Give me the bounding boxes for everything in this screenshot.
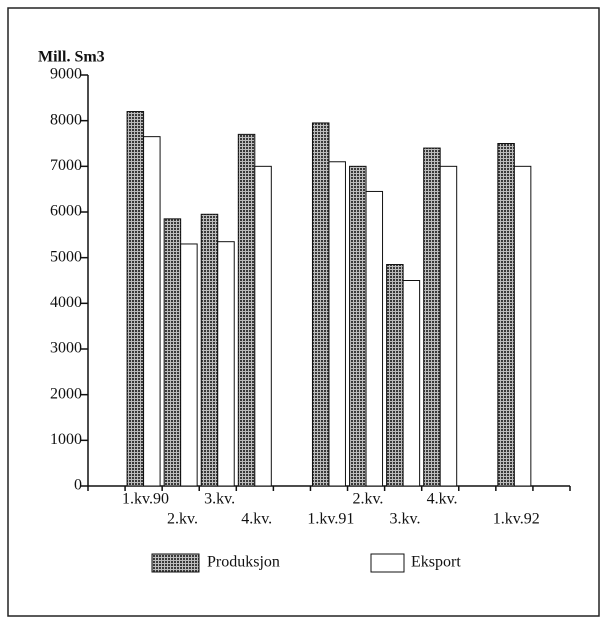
bar xyxy=(163,218,182,487)
x-tick-label: 2.kv. xyxy=(167,511,198,528)
y-tick-label: 0 xyxy=(74,477,82,494)
bar xyxy=(423,147,441,487)
legend-label: Produksjon xyxy=(207,554,280,571)
bar xyxy=(311,122,330,487)
x-tick-label: 1.kv.91 xyxy=(307,511,354,528)
y-tick-label: 7000 xyxy=(50,157,82,174)
x-tick-label: 1.kv.92 xyxy=(493,511,540,528)
bar xyxy=(126,111,145,487)
chart-title: Mill. Sm3 xyxy=(38,49,105,66)
bar xyxy=(217,241,235,487)
y-tick-label: 3000 xyxy=(50,340,82,357)
legend-swatch xyxy=(151,553,200,573)
legend-label: Eksport xyxy=(411,554,461,571)
x-tick-label: 3.kv. xyxy=(204,491,235,508)
legend-swatch xyxy=(370,553,405,573)
y-tick-label: 1000 xyxy=(50,431,82,448)
x-tick-label: 1.kv.90 xyxy=(122,491,169,508)
x-tick-label: 4.kv. xyxy=(427,491,458,508)
bar xyxy=(386,264,404,487)
bar xyxy=(237,133,256,487)
bar xyxy=(328,161,346,487)
y-tick-label: 6000 xyxy=(50,203,82,220)
x-tick-label: 2.kv. xyxy=(352,491,383,508)
x-tick-label: 4.kv. xyxy=(241,511,272,528)
bar xyxy=(180,243,198,487)
y-tick-label: 2000 xyxy=(50,385,82,402)
y-tick-label: 5000 xyxy=(50,248,82,265)
bar xyxy=(349,165,367,487)
bar xyxy=(513,165,532,487)
bar xyxy=(402,280,421,487)
x-tick-label: 3.kv. xyxy=(390,511,421,528)
y-tick-label: 8000 xyxy=(50,111,82,128)
bar xyxy=(254,165,272,487)
bar xyxy=(200,213,219,487)
y-tick-label: 4000 xyxy=(50,294,82,311)
y-tick-label: 9000 xyxy=(50,66,82,83)
bar xyxy=(143,136,161,487)
bar xyxy=(439,165,458,487)
bar xyxy=(497,143,515,487)
bar xyxy=(365,190,384,487)
frame xyxy=(7,7,600,617)
